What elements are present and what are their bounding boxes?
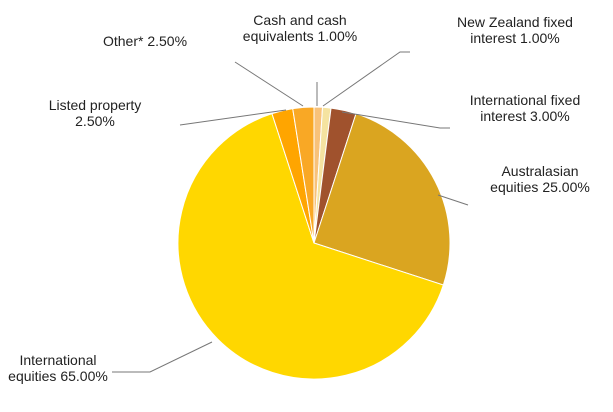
leader-line (234, 61, 304, 107)
value-label: 25.00% (542, 179, 590, 195)
slice-label: International fixed interest 3.00% (450, 92, 600, 124)
pie-slice (313, 113, 451, 286)
value-label: 1.00% (317, 28, 358, 44)
category-name: Australasian equities (490, 163, 579, 195)
slice-label: Australasian equities 25.00% (480, 163, 600, 195)
leader-line (437, 194, 469, 206)
leader-line (112, 341, 213, 373)
slice-label: New Zealand fixed interest 1.00% (435, 14, 595, 46)
category-name: International equities (8, 352, 97, 384)
value-label: 2.50% (75, 113, 115, 129)
category-name: Listed property (48, 97, 142, 113)
category-name: International fixed interest (469, 92, 581, 124)
slice-label: Cash and cash equivalents 1.00% (225, 12, 375, 44)
value-label: 3.00% (530, 108, 570, 124)
slice-label: Other* 2.50% (65, 33, 225, 49)
slice-label: Listed property 2.50% (38, 97, 153, 129)
leader-line (341, 111, 450, 129)
category-name: Other* (102, 33, 144, 49)
slice-label: International equities 65.00% (8, 352, 108, 384)
pie-slice (177, 113, 444, 380)
value-label: 2.50% (147, 33, 188, 49)
leader-line (179, 109, 287, 126)
category-name: Cash and cash equivalents (242, 12, 347, 44)
value-label: 65.00% (60, 368, 108, 384)
category-name: New Zealand fixed interest (457, 14, 573, 46)
value-label: 1.00% (520, 30, 560, 46)
pie-slice (292, 106, 315, 244)
leader-line (322, 51, 410, 107)
